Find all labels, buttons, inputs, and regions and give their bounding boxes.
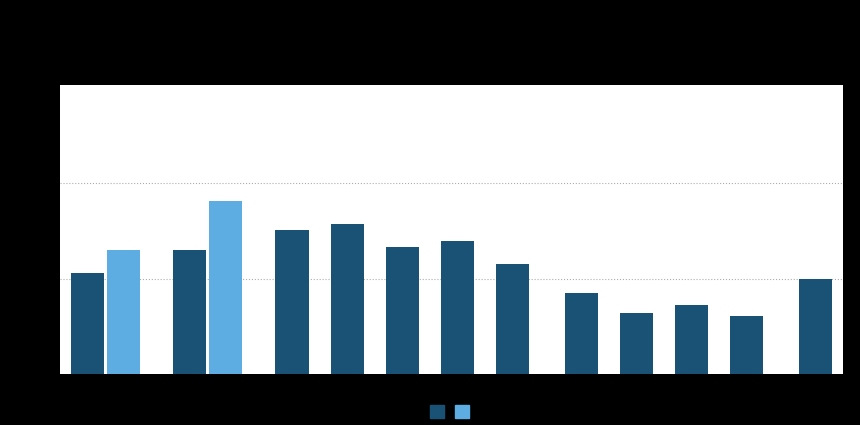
Bar (565, 293, 598, 374)
Bar (620, 313, 653, 374)
Bar (209, 201, 243, 374)
Legend: , : , (430, 405, 473, 419)
Bar (386, 247, 419, 374)
Bar (330, 224, 364, 374)
Bar (730, 316, 764, 374)
Bar (71, 273, 104, 374)
Bar (108, 250, 140, 374)
Bar (799, 279, 832, 374)
Bar (174, 250, 206, 374)
Bar (275, 230, 309, 374)
Bar (496, 264, 529, 374)
Bar (441, 241, 474, 374)
Bar (675, 305, 708, 374)
